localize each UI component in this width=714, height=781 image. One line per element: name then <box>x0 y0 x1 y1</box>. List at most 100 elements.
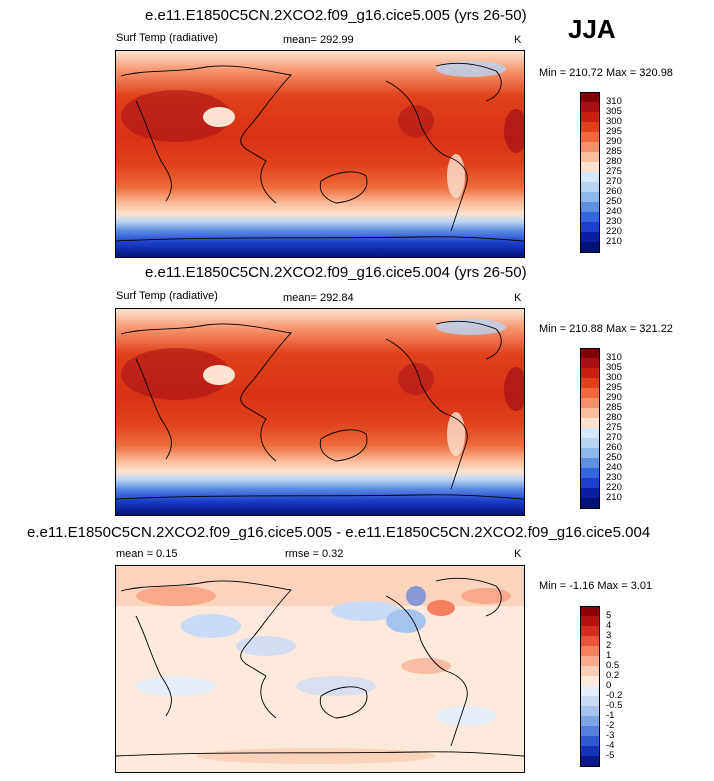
panel2-title: e.e11.E1850C5CN.2XCO2.f09_g16.cice5.004 … <box>145 264 527 281</box>
colorbar-tick-label: 290 <box>606 392 622 403</box>
colorbar-swatch <box>580 606 600 617</box>
colorbar-swatch <box>580 676 600 687</box>
panel3-rmse: rmse = 0.32 <box>285 548 344 560</box>
colorbar-swatch <box>580 348 600 359</box>
colorbar-swatch <box>580 498 600 509</box>
colorbar-swatch <box>580 162 600 173</box>
colorbar-tick-label: 275 <box>606 166 622 177</box>
colorbar-tick-label: 310 <box>606 352 622 363</box>
colorbar-tick-label: 240 <box>606 206 622 217</box>
colorbar-swatch <box>580 746 600 757</box>
colorbar-swatch <box>580 488 600 499</box>
colorbar-swatch <box>580 428 600 439</box>
colorbar-swatch <box>580 232 600 243</box>
colorbar-tick-label: -4 <box>606 740 615 751</box>
colorbar-swatch <box>580 616 600 627</box>
colorbar-swatch <box>580 92 600 103</box>
colorbar-swatch <box>580 378 600 389</box>
colorbar-tick-label: 0 <box>606 680 612 691</box>
colorbar-swatch <box>580 408 600 419</box>
colorbar-swatch <box>580 666 600 677</box>
colorbar-swatch <box>580 468 600 479</box>
colorbar-tick-label: -5 <box>606 750 615 761</box>
colorbar-swatch <box>580 182 600 193</box>
panel2-mean: mean= 292.84 <box>283 292 354 304</box>
colorbar-tick-label: 3 <box>606 630 612 641</box>
panel3-mean: mean = 0.15 <box>116 548 178 560</box>
colorbar-tick-label: -0.2 <box>606 690 623 701</box>
colorbar-tick-label: 270 <box>606 432 622 443</box>
colorbar-tick-label: 210 <box>606 492 622 503</box>
colorbar-swatch <box>580 112 600 123</box>
colorbar-swatch <box>580 192 600 203</box>
colorbar-swatch <box>580 726 600 737</box>
colorbar-swatch <box>580 388 600 399</box>
colorbar-tick-label: 230 <box>606 216 622 227</box>
colorbar-tick-label: 240 <box>606 462 622 473</box>
colorbar-tick-label: 310 <box>606 96 622 107</box>
panel3-map <box>115 565 525 773</box>
panel3-minmax: Min = -1.16 Max = 3.01 <box>539 580 653 592</box>
colorbar-tick-label: 220 <box>606 482 622 493</box>
colorbar-swatch <box>580 448 600 459</box>
colorbar-tick-label: -1 <box>606 710 615 721</box>
panel2-units: K <box>514 292 522 304</box>
panel1-title: e.e11.E1850C5CN.2XCO2.f09_g16.cice5.005 … <box>145 7 527 24</box>
colorbar-tick-label: 0.5 <box>606 660 620 671</box>
colorbar-swatch <box>580 626 600 637</box>
colorbar-swatch <box>580 696 600 707</box>
colorbar-tick-label: 250 <box>606 196 622 207</box>
colorbar-swatch <box>580 686 600 697</box>
colorbar-tick-label: 295 <box>606 382 622 393</box>
colorbar-tick-label: 305 <box>606 362 622 373</box>
colorbar-swatch <box>580 458 600 469</box>
colorbar-tick-label: 280 <box>606 156 622 167</box>
panel2-minmax: Min = 210.88 Max = 321.22 <box>539 323 673 335</box>
colorbar-swatch <box>580 212 600 223</box>
colorbar-tick-label: 285 <box>606 402 622 413</box>
colorbar-tick-label: -0.5 <box>606 700 623 711</box>
panel3-units: K <box>514 548 522 560</box>
panel2-map <box>115 308 525 516</box>
colorbar-swatch <box>580 368 600 379</box>
colorbar-swatch <box>580 398 600 409</box>
colorbar-swatch <box>580 132 600 143</box>
colorbar-tick-label: 220 <box>606 226 622 237</box>
colorbar-tick-label: 230 <box>606 472 622 483</box>
colorbar-swatch <box>580 756 600 767</box>
colorbar-swatch <box>580 716 600 727</box>
colorbar-tick-label: 280 <box>606 412 622 423</box>
panel3-colorbar: 5 4 3 2 1 0.5 0.2 0 -0.2 -0.5 -1 -2 -3 -4 -5 <box>580 606 640 767</box>
colorbar-swatch <box>580 358 600 369</box>
colorbar-swatch <box>580 646 600 657</box>
colorbar-swatch <box>580 152 600 163</box>
colorbar-tick-label: -3 <box>606 730 615 741</box>
colorbar-tick-label: 5 <box>606 610 612 621</box>
colorbar-swatch <box>580 202 600 213</box>
colorbar-tick-label: 0.2 <box>606 670 620 681</box>
colorbar-swatch <box>580 122 600 133</box>
panel1-map <box>115 50 525 258</box>
season-label: JJA <box>568 14 616 44</box>
colorbar-tick-label: 295 <box>606 126 622 137</box>
panel1-variable-label: Surf Temp (radiative) <box>116 32 218 44</box>
colorbar-swatch <box>580 656 600 667</box>
panel1-units: K <box>514 34 522 46</box>
colorbar-swatch <box>580 636 600 647</box>
panel1-minmax: Min = 210.72 Max = 320.98 <box>539 67 673 79</box>
colorbar-tick-label: 250 <box>606 452 622 463</box>
colorbar-swatch <box>580 736 600 747</box>
panel2-variable-label: Surf Temp (radiative) <box>116 290 218 302</box>
colorbar-swatch <box>580 142 600 153</box>
colorbar-swatch <box>580 172 600 183</box>
panel2-colorbar: 310 305 300 295 290 285 280 275 270 260 250 240 230 2… <box>580 348 640 509</box>
colorbar-tick-label: 300 <box>606 116 622 127</box>
colorbar-tick-label: 260 <box>606 442 622 453</box>
panel3-title: e.e11.E1850C5CN.2XCO2.f09_g16.cice5.005 … <box>27 524 651 541</box>
colorbar-tick-label: 270 <box>606 176 622 187</box>
colorbar-swatch <box>580 438 600 449</box>
colorbar-tick-label: 275 <box>606 422 622 433</box>
colorbar-tick-label: 210 <box>606 236 622 247</box>
colorbar-tick-label: 2 <box>606 640 612 651</box>
colorbar-tick-label: -2 <box>606 720 615 731</box>
